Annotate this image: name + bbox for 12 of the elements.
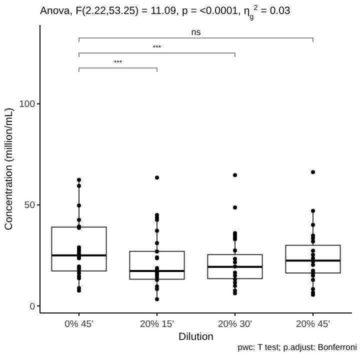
y-tick-label: 0 (30, 301, 35, 312)
x-axis-title: Dilution (178, 331, 214, 343)
text: pwc: T test; p.adjust: Bonferroni (238, 342, 358, 352)
x-tick-label: 20% 30' (218, 319, 252, 330)
x-tick-label: 20% 15' (140, 319, 174, 330)
annotation: ns (191, 27, 202, 37)
x-tick-label: 20% 45' (296, 319, 330, 330)
y-axis-title: Concentration (million/mL) (3, 108, 15, 230)
y-tick-label: 100 (19, 99, 35, 110)
x-tick-label: 0% 45' (64, 319, 94, 330)
chart-title: Anova, F(2.22,53.25) = 11.09, p = <0.0001, η$_{g}$$^{2}$ = 0.03 (40, 2, 290, 20)
y-tick-label: 50 (24, 200, 35, 212)
